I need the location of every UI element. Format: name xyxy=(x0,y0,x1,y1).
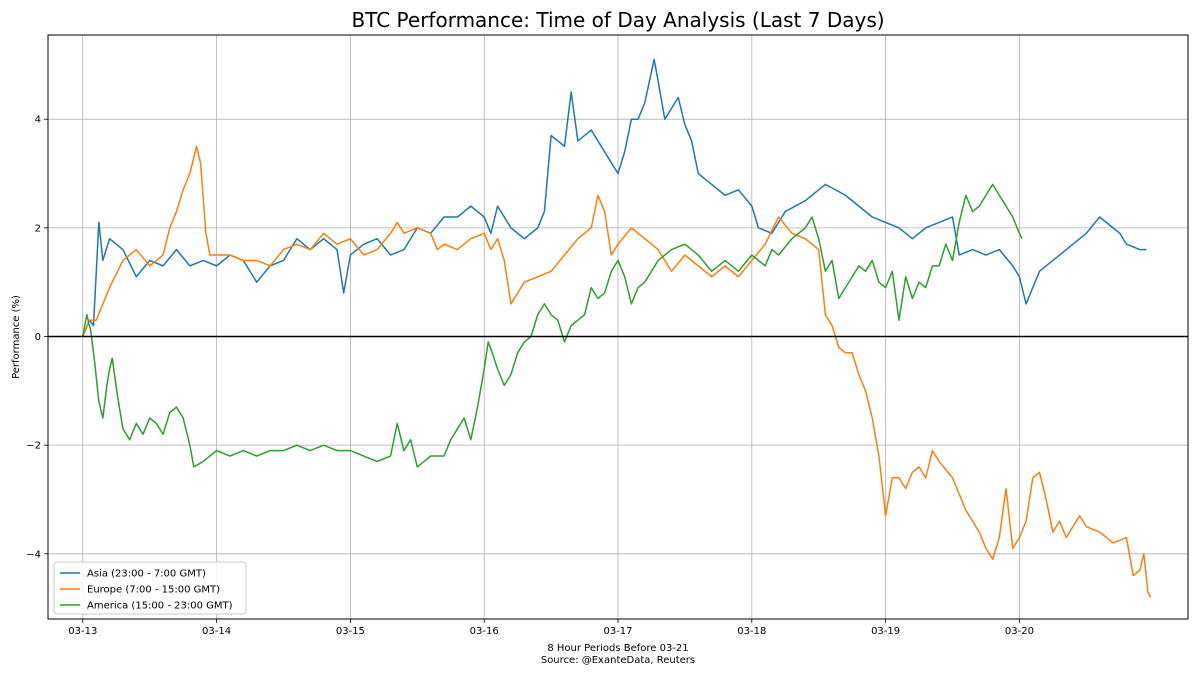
series-line-0 xyxy=(82,58,1147,337)
y-tick-label: −4 xyxy=(26,549,41,560)
y-axis-ticks: −4 −2 0 2 4 xyxy=(26,115,48,560)
series-line-2 xyxy=(82,183,1023,468)
x-tick-label: 03-13 xyxy=(68,626,97,637)
x-tick-label: 03-19 xyxy=(871,626,900,637)
series-line-1 xyxy=(82,145,1152,598)
x-tick-label: 03-20 xyxy=(1005,626,1034,637)
y-tick-label: 4 xyxy=(35,115,41,126)
y-tick-label: 2 xyxy=(35,223,41,234)
legend: Asia (23:00 - 7:00 GMT) Europe (7:00 - 15… xyxy=(53,561,247,615)
x-tick-label: 03-18 xyxy=(737,626,766,637)
series-lines xyxy=(82,58,1152,598)
legend-label-2: America (15:00 - 23:00 GMT) xyxy=(87,601,233,612)
x-tick-label: 03-16 xyxy=(470,626,499,637)
y-tick-label: −2 xyxy=(26,441,41,452)
legend-label-0: Asia (23:00 - 7:00 GMT) xyxy=(87,569,206,580)
legend-label-1: Europe (7:00 - 15:00 GMT) xyxy=(87,585,220,596)
legend-box xyxy=(53,561,247,615)
x-tick-label: 03-17 xyxy=(603,626,632,637)
chart-title: BTC Performance: Time of Day Analysis (L… xyxy=(351,8,884,32)
x-tick-label: 03-15 xyxy=(336,626,365,637)
y-tick-label: 0 xyxy=(35,332,41,343)
x-tick-label: 03-14 xyxy=(202,626,231,637)
x-axis-ticks: 03-13 03-14 03-15 03-16 03-17 03-18 03-19 03-20 xyxy=(68,619,1034,637)
y-axis-label: Performance (%) xyxy=(11,295,22,379)
x-axis-source-label: Source: @ExanteData, Reuters xyxy=(541,655,695,666)
x-axis-label: 8 Hour Periods Before 03-21 xyxy=(547,643,688,654)
